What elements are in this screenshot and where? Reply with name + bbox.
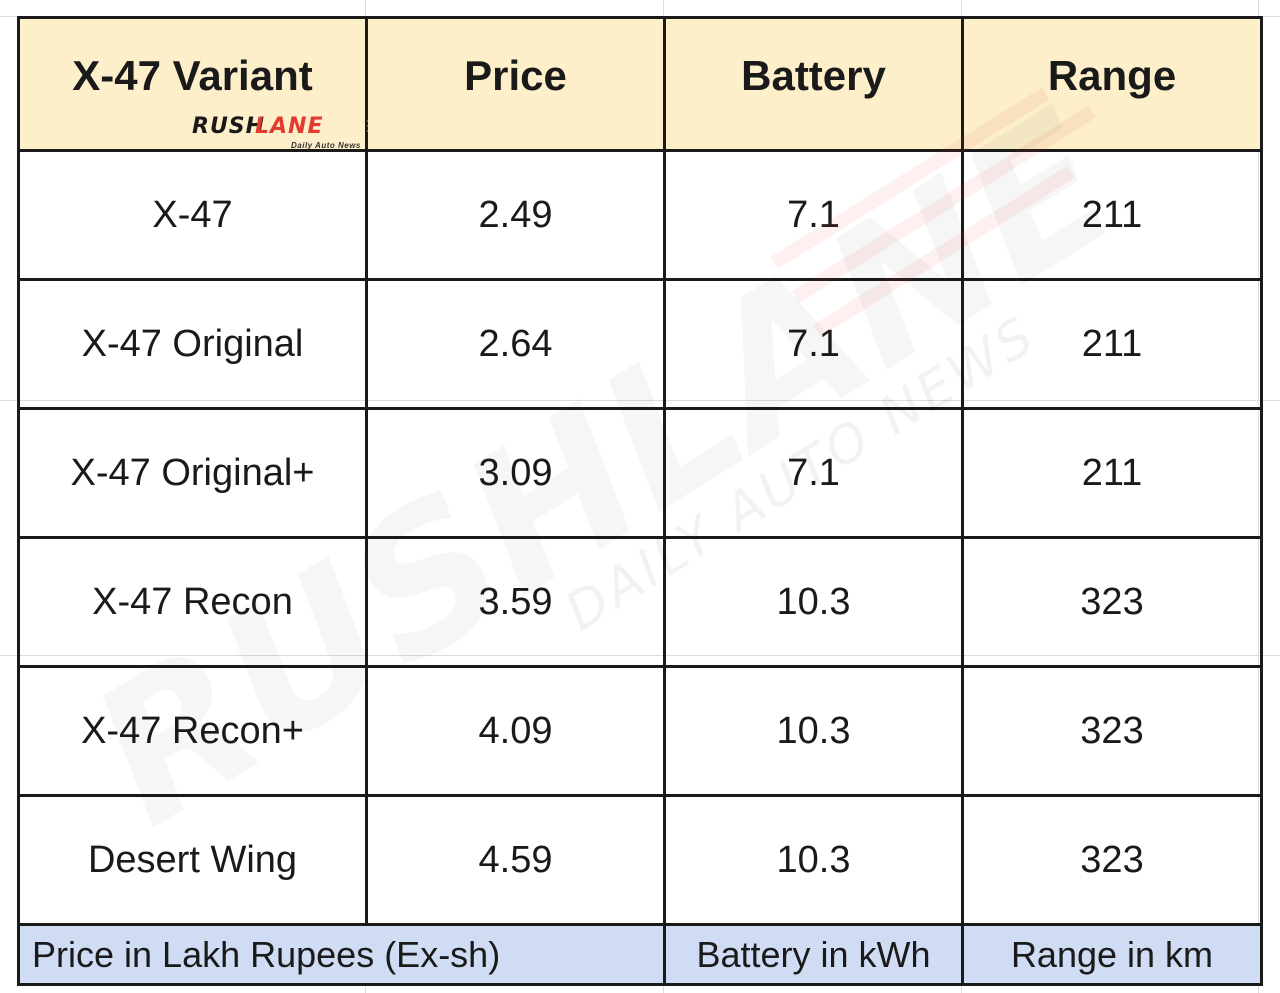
price-cell: 4.59 (365, 794, 666, 926)
footer-row: Price in Lakh Rupees (Ex-sh) Battery in … (17, 923, 1263, 986)
price-cell: 4.09 (365, 665, 666, 797)
logo-tagline: Daily Auto News (291, 141, 361, 150)
battery-cell: 10.3 (663, 665, 964, 797)
battery-cell: 7.1 (663, 407, 964, 539)
header-battery: Battery (663, 16, 964, 152)
price-cell: 3.09 (365, 407, 666, 539)
range-cell: 211 (961, 149, 1263, 281)
battery-unit-note: Battery in kWh (663, 923, 964, 986)
header-row: X-47 Variant RUSH LANE Daily Auto News P… (17, 16, 1263, 152)
table-row: X-47 Recon 3.59 10.3 323 (17, 536, 1263, 668)
price-cell: 2.49 (365, 149, 666, 281)
variant-cell: Desert Wing (17, 794, 368, 926)
range-cell: 323 (961, 536, 1263, 668)
table-row: Desert Wing 4.59 10.3 323 (17, 794, 1263, 926)
table-row: X-47 Original+ 3.09 7.1 211 (17, 407, 1263, 539)
variant-cell: X-47 Recon+ (17, 665, 368, 797)
table-row: X-47 Recon+ 4.09 10.3 323 (17, 665, 1263, 797)
variant-spec-table: X-47 Variant RUSH LANE Daily Auto News P… (17, 16, 1263, 986)
header-variant: X-47 Variant RUSH LANE Daily Auto News (17, 16, 462, 152)
variant-cell: X-47 (17, 149, 368, 281)
variant-cell: X-47 Original+ (17, 407, 368, 539)
range-cell: 211 (961, 278, 1263, 410)
battery-cell: 10.3 (663, 536, 964, 668)
range-cell: 211 (961, 407, 1263, 539)
range-cell: 323 (961, 794, 1263, 926)
logo-word-part2: LANE (255, 114, 324, 139)
battery-cell: 10.3 (663, 794, 964, 926)
price-unit-note: Price in Lakh Rupees (Ex-sh) (17, 923, 666, 986)
header-range: Range (961, 16, 1263, 152)
logo-word-part1: RUSH (192, 114, 266, 139)
table-row: X-47 Original 2.64 7.1 211 (17, 278, 1263, 410)
table-row: X-47 2.49 7.1 211 (17, 149, 1263, 281)
range-unit-note: Range in km (961, 923, 1263, 986)
variant-cell: X-47 Original (17, 278, 368, 410)
range-cell: 323 (961, 665, 1263, 797)
variant-cell: X-47 Recon (17, 536, 368, 668)
header-price: Price (365, 16, 666, 152)
price-cell: 2.64 (365, 278, 666, 410)
battery-cell: 7.1 (663, 149, 964, 281)
price-cell: 3.59 (365, 536, 666, 668)
battery-cell: 7.1 (663, 278, 964, 410)
